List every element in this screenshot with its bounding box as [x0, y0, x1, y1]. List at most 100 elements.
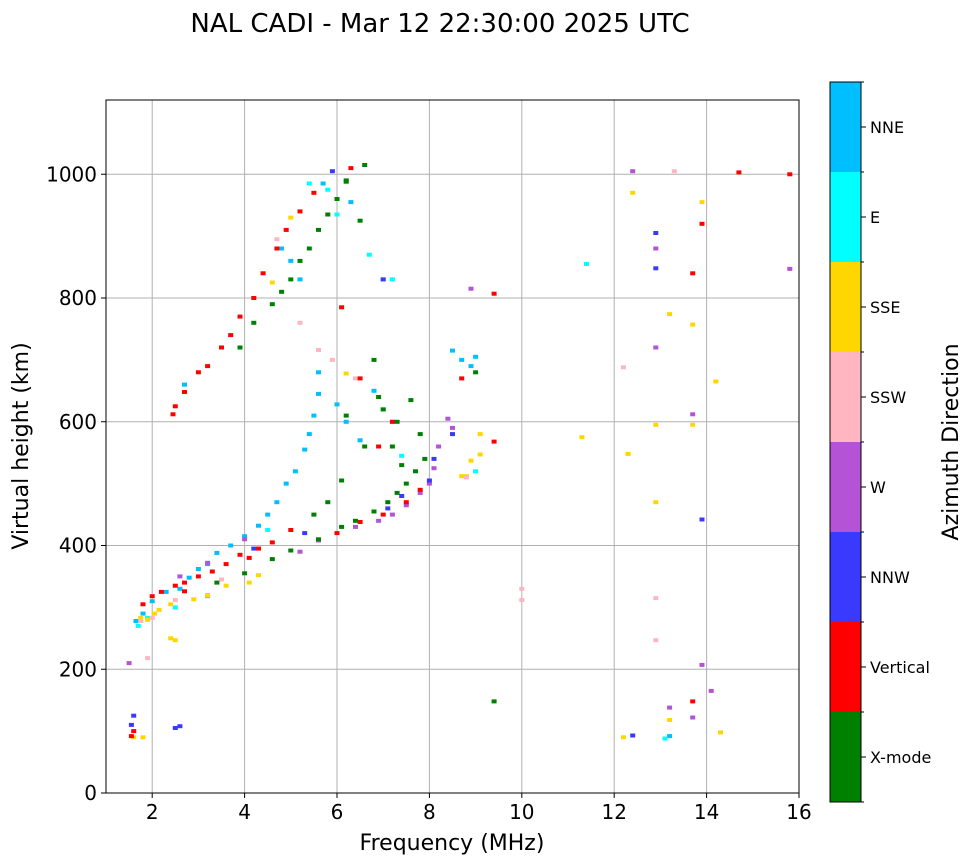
data-point-vertical — [269, 540, 275, 545]
data-point-vertical — [348, 166, 354, 171]
data-point-nne — [163, 589, 169, 594]
data-point-w — [242, 537, 248, 542]
data-point-x-mode — [316, 537, 321, 542]
data-point-nne — [357, 438, 363, 443]
data-point-vertical — [172, 583, 178, 588]
data-point-w — [630, 169, 636, 174]
data-point-sse — [699, 200, 705, 205]
x-tick-label: 2 — [146, 800, 159, 824]
data-point-sse — [140, 735, 146, 740]
x-tick-label: 8 — [423, 800, 436, 824]
data-point-sse — [168, 636, 174, 641]
data-point-ssw — [274, 237, 280, 242]
data-point-nnw — [699, 517, 705, 522]
data-point-vertical — [195, 574, 201, 579]
data-point-x-mode — [362, 444, 368, 449]
data-point-x-mode — [279, 289, 285, 294]
data-point-vertical — [172, 404, 178, 409]
data-point-nnw — [653, 266, 659, 271]
data-point-vertical — [128, 734, 134, 739]
x-tick-label: 12 — [601, 800, 626, 824]
data-point-nne — [306, 432, 312, 437]
data-point-ssw — [145, 656, 151, 661]
data-point-x-mode — [325, 212, 331, 217]
x-tick-label: 10 — [509, 800, 534, 824]
colorbar-tick-label: X-mode — [870, 748, 931, 767]
data-point-w — [297, 549, 303, 554]
data-point-vertical — [170, 412, 176, 417]
colorbar-label: Azimuth Direction — [939, 343, 964, 540]
data-point-sse — [579, 435, 585, 440]
data-point-x-mode — [371, 509, 377, 514]
data-point-vertical — [736, 170, 742, 175]
colorbar-segment — [830, 442, 861, 532]
data-point-vertical — [417, 487, 423, 492]
data-point-ssw — [329, 357, 335, 362]
data-point-sse — [459, 474, 465, 479]
data-point-nnw — [426, 478, 432, 483]
data-point-sse — [690, 422, 696, 427]
data-point-ssw — [316, 348, 321, 352]
data-point-w — [653, 345, 659, 350]
data-point-x-mode — [362, 163, 368, 167]
data-point-w — [699, 662, 705, 667]
data-point-nne — [343, 419, 349, 424]
data-point-nne — [292, 469, 298, 474]
x-axis-ticks: 2 4 6 8 10 12 14 16 — [146, 793, 812, 824]
data-point-vertical — [158, 589, 164, 594]
colorbar-frame — [829, 81, 862, 803]
data-point-x-mode — [297, 258, 303, 263]
data-point-ssw — [653, 638, 659, 643]
colorbar-segment — [830, 82, 861, 172]
data-point-w — [177, 574, 183, 579]
y-tick-label: 0 — [84, 781, 97, 805]
data-point-nne — [228, 543, 234, 548]
data-point-sse — [690, 322, 696, 327]
data-point-e — [325, 187, 331, 192]
data-point-x-mode — [325, 500, 331, 505]
data-point-sse — [138, 615, 144, 620]
colorbar-segment — [830, 712, 861, 802]
data-point-nne — [177, 586, 183, 591]
data-point-nne — [265, 512, 271, 517]
data-point-ssw — [219, 577, 224, 582]
data-point-nnw — [653, 231, 659, 235]
data-point-vertical — [251, 296, 257, 300]
y-tick-label: 400 — [59, 534, 97, 558]
data-point-vertical — [403, 500, 409, 505]
data-point-ssw — [353, 376, 358, 381]
data-point-w — [389, 512, 395, 517]
data-point-vertical — [787, 172, 793, 177]
data-point-w — [126, 661, 132, 666]
data-point-nne — [283, 481, 289, 486]
data-point-nne — [468, 364, 474, 369]
data-point-x-mode — [251, 320, 257, 325]
data-point-w — [417, 490, 423, 495]
data-point-nnw — [399, 494, 405, 498]
data-point-sse — [152, 611, 157, 616]
data-point-x-mode — [403, 481, 409, 486]
data-point-x-mode — [334, 197, 340, 201]
data-point-nne — [302, 447, 308, 452]
data-point-sse — [172, 638, 178, 643]
data-point-e — [584, 262, 589, 266]
y-tick-label: 200 — [59, 657, 97, 681]
data-point-vertical — [376, 444, 382, 449]
colorbar-segment — [830, 532, 861, 622]
data-point-vertical — [491, 291, 497, 296]
data-point-x-mode — [371, 357, 377, 362]
data-point-x-mode — [214, 580, 220, 585]
data-point-vertical — [223, 562, 229, 567]
data-point-x-mode — [357, 218, 363, 223]
colorbar-tick-label: NNE — [870, 118, 904, 137]
data-point-vertical — [690, 271, 696, 276]
data-point-sse — [256, 573, 261, 578]
data-point-x-mode — [399, 463, 405, 468]
colorbar-tick-label: NNW — [870, 568, 910, 587]
data-point-x-mode — [473, 370, 479, 375]
data-point-vertical — [357, 376, 363, 381]
colorbar-tick-label: E — [870, 208, 880, 227]
data-point-w — [690, 412, 696, 417]
colorbar-tick-label: Vertical — [870, 658, 930, 677]
data-point-x-mode — [394, 490, 400, 495]
